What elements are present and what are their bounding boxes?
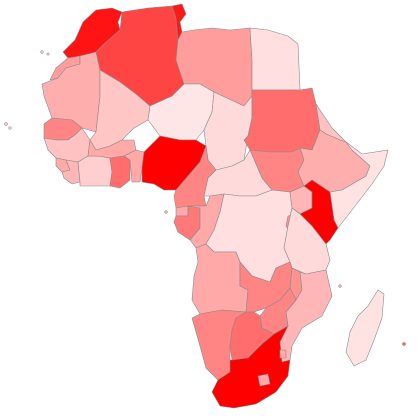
country-tunisia[interactable] — [171, 3, 187, 41]
country-south-africa[interactable] — [211, 325, 291, 409]
island-sao-tome[interactable] — [164, 210, 168, 214]
country-kenya[interactable] — [299, 179, 339, 245]
country-madagascar[interactable] — [345, 289, 385, 367]
island-comoros[interactable] — [338, 284, 342, 288]
country-ivory-coast[interactable] — [77, 155, 113, 187]
country-togo-benin[interactable] — [123, 149, 145, 183]
country-equatorial-guinea[interactable] — [175, 205, 189, 217]
country-sudan[interactable] — [243, 87, 321, 153]
island-cape-verde[interactable] — [4, 122, 8, 126]
island-cape-verde-2[interactable] — [8, 126, 12, 130]
country-swaziland[interactable] — [279, 349, 287, 359]
country-ghana[interactable] — [109, 155, 131, 189]
island-mauritius[interactable] — [402, 342, 406, 346]
country-egypt[interactable] — [249, 27, 301, 91]
island-canary-islands[interactable] — [40, 50, 44, 54]
island-canary-islands-2[interactable] — [46, 52, 50, 56]
country-lesotho[interactable] — [257, 373, 271, 387]
